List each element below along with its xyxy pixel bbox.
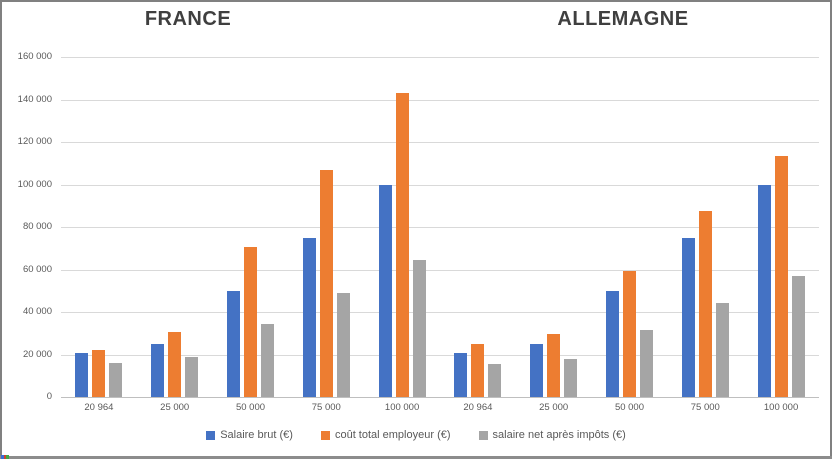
bottom-left-pixel-artifact [1,455,9,459]
x-axis-line [61,397,819,398]
y-tick-label: 0 [46,391,52,402]
bar [774,156,788,397]
y-tick-label: 140 000 [17,93,52,105]
bar-group [137,57,213,397]
bar [378,184,392,397]
bar [151,343,165,397]
legend-label: coût total employeur (€) [334,429,451,441]
x-tick-label: 50 000 [235,402,266,413]
bar [75,352,89,397]
legend-item: Salaire brut (€) [206,429,293,441]
chart-legend: Salaire brut (€) coût total employeur (€)… [0,429,832,441]
bar [395,93,409,397]
panel-title-allemagne: ALLEMAGNE [557,8,689,30]
y-tick-label: 40 000 [22,306,52,317]
bar [226,290,240,397]
bar-group [213,57,289,397]
bar [319,169,333,397]
bar [639,329,653,397]
bar-group [288,57,364,397]
bar [791,275,805,397]
gridline [61,99,819,101]
bar [454,352,468,397]
bar [302,237,316,397]
gridline [61,269,819,271]
frame-right-edge [830,0,832,458]
bar [530,343,544,397]
legend-item: coût total employeur (€) [320,429,451,441]
bar [168,332,182,397]
bar [681,237,695,397]
legend-item: salaire net après impôts (€) [478,429,626,441]
bar [336,292,350,397]
bar [260,323,274,397]
gridline [61,142,819,143]
x-tick-label: 25 000 [160,402,190,413]
bar-group [743,57,819,397]
plot-area [61,57,819,397]
bar [605,290,619,397]
x-tick-label: 100 000 [763,402,799,413]
x-tick-label: 25 000 [539,402,569,413]
bar-group [364,57,440,397]
frame-bottom-edge [0,456,832,459]
bar-group [516,57,592,397]
legend-label: Salaire brut (€) [220,429,293,441]
legend-label: salaire net après impôts (€) [492,429,626,441]
y-tick-label: 120 000 [17,136,52,147]
gridline [61,184,819,186]
gridline [61,354,819,356]
x-tick-label: 20 964 [84,402,114,413]
bar [698,211,712,397]
gridline [61,312,819,313]
frame-left-edge [0,0,2,458]
y-tick-label: 20 000 [22,348,52,360]
bar [412,260,426,397]
bar [185,356,199,397]
bar-group [61,57,137,397]
x-tick-label: 20 964 [463,402,493,413]
bar [471,344,485,397]
bar [547,334,561,397]
y-tick-label: 80 000 [22,221,52,232]
panel-title-france: FRANCE [144,8,232,30]
x-axis-tick-labels: 20 964 25 000 50 000 75 000 100 000 20 964 25 … [61,402,819,413]
bar [715,302,729,397]
bar [243,247,257,397]
legend-swatch-icon [478,430,488,440]
y-tick-label: 160 000 [17,51,52,62]
legend-swatch-icon [206,430,216,440]
gridline [61,227,819,228]
x-tick-label: 75 000 [690,402,720,413]
x-tick-label: 75 000 [311,402,341,413]
bar [564,359,578,397]
bar [757,184,771,397]
bar-group [440,57,516,397]
y-tick-label: 60 000 [22,263,52,275]
bar [488,364,502,397]
bar [109,363,123,397]
gridline [61,57,819,58]
bar-group [667,57,743,397]
artifact-pixel [6,455,9,459]
frame-top-edge [0,0,832,2]
artifact-pixel [3,455,6,459]
y-tick-label: 100 000 [17,178,52,190]
x-tick-label: 100 000 [384,402,420,413]
x-tick-label: 50 000 [614,402,644,413]
legend-swatch-icon [320,430,330,440]
bar [622,271,636,397]
bar [92,350,106,397]
bar-group [592,57,668,397]
artifact-pixel [1,455,4,459]
